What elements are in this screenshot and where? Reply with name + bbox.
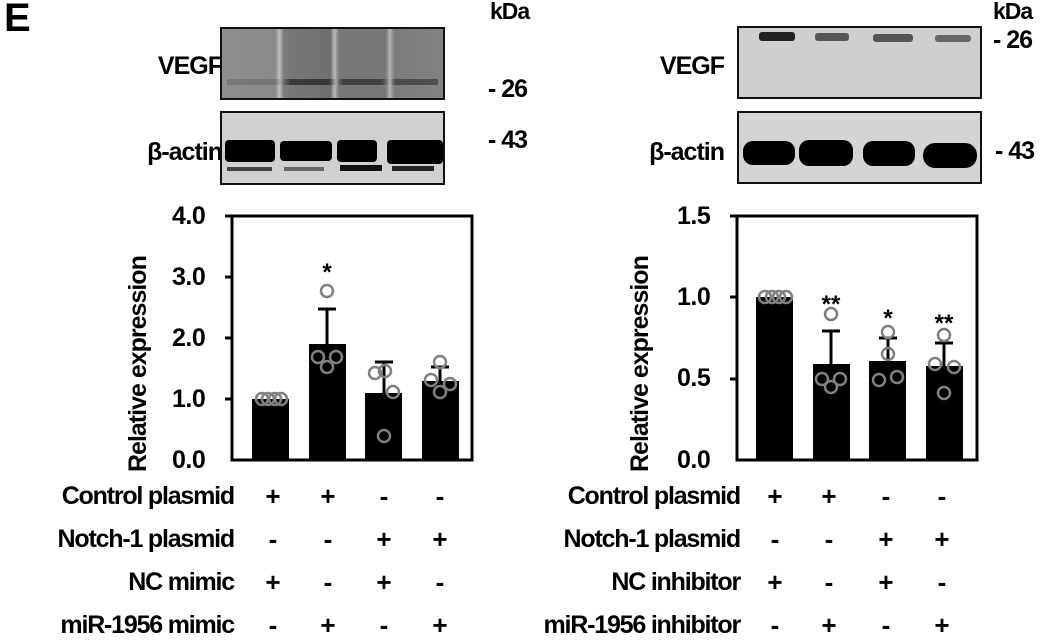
y-tick-left-1: 1.0 <box>172 385 206 413</box>
sign: + <box>432 610 448 640</box>
sign: - <box>379 481 389 511</box>
bar-left-4 <box>422 381 459 460</box>
sign: + <box>934 524 950 554</box>
sign: + <box>767 481 783 511</box>
row-label-right-0: Control plasmid <box>567 482 741 510</box>
y-tick-right-3: 1.5 <box>677 202 711 230</box>
actin-blot-right <box>737 111 982 184</box>
sign: + <box>320 481 336 511</box>
panel-letter: E <box>4 0 31 40</box>
sig-right-4: ** <box>935 310 954 337</box>
sign: - <box>824 567 834 597</box>
y-tick-left-0: 0.0 <box>172 446 206 474</box>
sign: - <box>770 524 780 554</box>
sign: - <box>323 524 333 554</box>
sign: - <box>435 567 445 597</box>
row-label-left-1: Notch-1 plasmid <box>57 525 236 553</box>
sign: + <box>878 567 894 597</box>
bar-right-1 <box>756 297 793 460</box>
actin-marker-left: - 43 <box>488 126 528 154</box>
vegf-marker-right: - 26 <box>993 26 1033 54</box>
actin-marker-right: - 43 <box>995 137 1035 165</box>
y-tick-right-2: 1.0 <box>677 283 711 311</box>
actin-label-left: β-actin <box>147 138 223 166</box>
vegf-blot-right <box>737 26 982 99</box>
row-label-left-3: miR-1956 mimic <box>60 611 235 639</box>
sign: + <box>376 524 392 554</box>
bar-right-3 <box>869 361 906 460</box>
vegf-label-right: VEGF <box>659 52 725 80</box>
sign: - <box>937 567 947 597</box>
kda-label-left: kDa <box>490 0 530 24</box>
bar-left-3 <box>365 393 402 460</box>
sign: - <box>881 481 891 511</box>
row-label-left-0: Control plasmid <box>61 482 235 510</box>
y-tick-left-4: 4.0 <box>172 202 206 230</box>
sign: + <box>878 524 894 554</box>
sign: + <box>767 567 783 597</box>
sig-right-3: * <box>883 305 893 332</box>
sig-right-2: ** <box>822 291 841 318</box>
sign: - <box>323 567 333 597</box>
sign: + <box>265 567 281 597</box>
y-tick-left-2: 2.0 <box>172 324 206 352</box>
actin-label-right: β-actin <box>649 138 725 166</box>
sign: - <box>379 610 389 640</box>
actin-blot-left <box>220 111 445 185</box>
sign: - <box>268 610 278 640</box>
y-axis-label-right: Relative expression <box>626 256 654 472</box>
sign: - <box>268 524 278 554</box>
bar-right-4 <box>926 366 963 460</box>
row-label-left-2: NC mimic <box>128 568 235 596</box>
sign: + <box>376 567 392 597</box>
sign: + <box>265 481 281 511</box>
vegf-marker-left: - 26 <box>488 75 528 103</box>
sign: + <box>934 610 950 640</box>
y-tick-right-1: 0.5 <box>677 364 711 392</box>
sig-left-2: * <box>322 259 332 286</box>
left-chart: * <box>225 214 474 462</box>
sign: + <box>432 524 448 554</box>
vegf-blot-left <box>220 27 445 100</box>
right-chart: ** * ** <box>730 214 979 462</box>
y-tick-left-3: 3.0 <box>172 263 206 291</box>
bar-right-2 <box>813 364 850 460</box>
sign: - <box>770 610 780 640</box>
bar-left-1 <box>252 399 289 460</box>
y-tick-right-0: 0.0 <box>677 446 711 474</box>
kda-label-right: kDa <box>993 0 1033 24</box>
sign: - <box>881 610 891 640</box>
sign: - <box>824 524 834 554</box>
sign: + <box>821 610 837 640</box>
sign: - <box>435 481 445 511</box>
sign: - <box>937 481 947 511</box>
vegf-label-left: VEGF <box>157 52 223 80</box>
row-label-right-2: NC inhibitor <box>611 568 741 596</box>
sign: + <box>320 610 336 640</box>
row-label-right-1: Notch-1 plasmid <box>563 525 742 553</box>
sign: + <box>821 481 837 511</box>
row-label-right-3: miR-1956 inhibitor <box>543 611 742 639</box>
